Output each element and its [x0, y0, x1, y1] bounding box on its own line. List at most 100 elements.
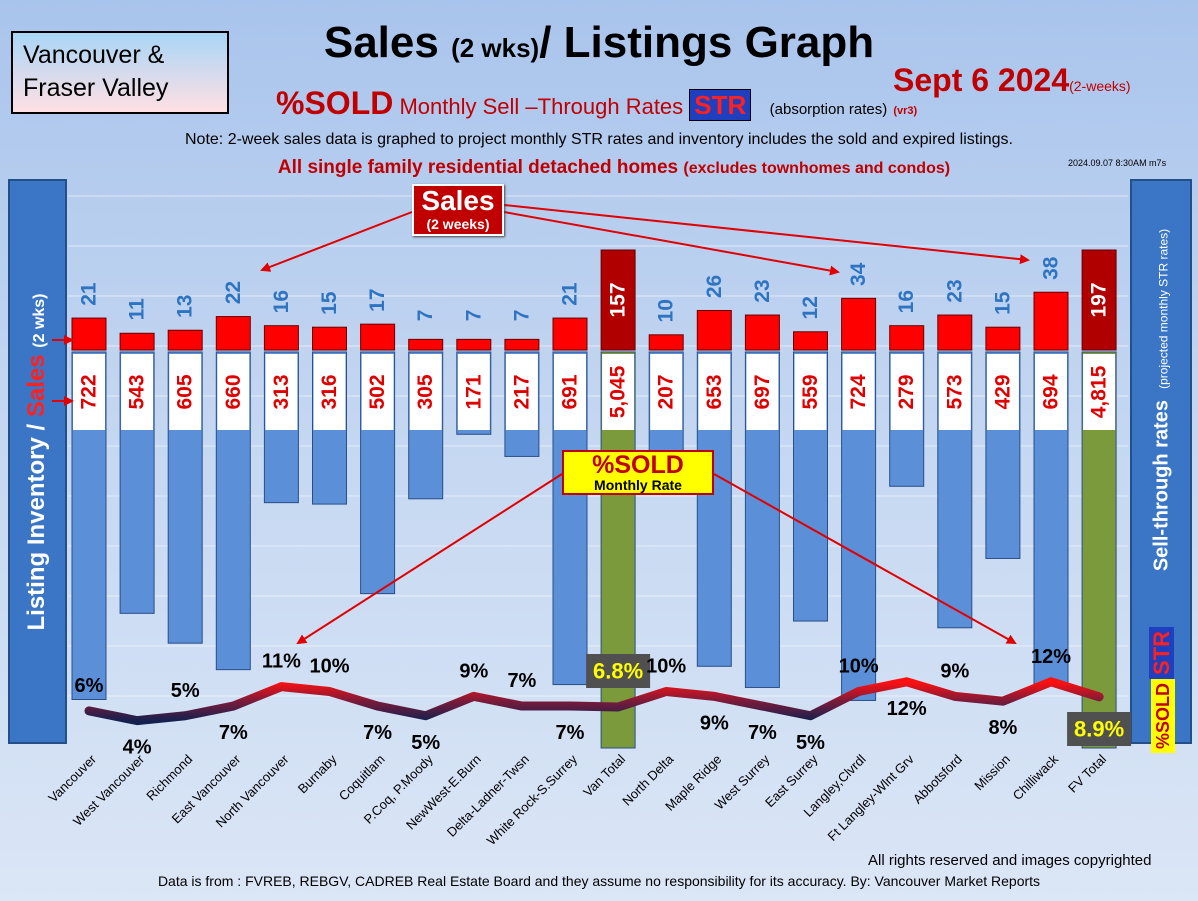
- sales-bars: [71, 249, 1117, 351]
- sales-label-white-rock-s-surrey: 21: [559, 282, 582, 306]
- str-label-newwest-e-burn: 9%: [459, 660, 488, 682]
- sales-bar-west-vancouver: [119, 332, 155, 351]
- sales-label-west-vancouver: 11: [126, 298, 149, 321]
- inventory-label-west-surrey: 697: [751, 374, 774, 409]
- sales-bar-delta-ladner-twsn: [504, 338, 540, 351]
- category-label-mission: Mission: [971, 752, 1013, 794]
- sales-label-maple-ridge: 26: [703, 275, 726, 298]
- inventory-label-bg-north-vancouver: [265, 354, 298, 430]
- sales-bar-langley-clvrdl: [841, 297, 877, 351]
- sales-bar-east-vancouver: [215, 316, 251, 351]
- str-total-label-bg-van-total: [586, 654, 651, 688]
- str-label-east-surrey: 5%: [796, 732, 825, 754]
- inventory-label-west-vancouver: 543: [126, 374, 149, 409]
- sales-bar-p-coq-p-moody: [408, 338, 444, 351]
- sales-bar-van-total: [600, 249, 636, 351]
- str-series-line: [84, 677, 1104, 726]
- inventory-label-north-vancouver: 313: [270, 374, 293, 409]
- str-label-langley-clvrdl: 10%: [839, 656, 879, 678]
- left-axis-panel: [8, 179, 67, 744]
- sales-bar-coquitlam: [360, 323, 396, 351]
- pct-callout-title: %SOLD: [592, 451, 684, 479]
- pct-callout-sub: Monthly Rate: [594, 477, 682, 493]
- inventory-label-bg-fv-total: [1083, 354, 1116, 430]
- str-total-label-bg-fv-total: [1067, 712, 1132, 746]
- sales-bar-north-vancouver: [263, 325, 299, 351]
- pct-arrow-right: [713, 473, 1017, 644]
- sales-bar-newwest-e-burn: [456, 338, 492, 351]
- sales-label-coquitlam: 17: [366, 288, 389, 311]
- region-line-2: Fraser Valley: [23, 74, 169, 102]
- subtitle-str-badge: STR: [689, 89, 752, 121]
- str-labels: 6%4%5%7%11% 10%7% 5%9% 7%7%6.8% 10%9% 7% 5%10%…: [75, 646, 1132, 759]
- inventory-label-vancouver: 722: [78, 374, 101, 409]
- category-label-burnaby: Burnaby: [295, 751, 340, 796]
- inventory-label-east-vancouver: 660: [222, 374, 245, 409]
- sales-bar-abbotsford: [937, 314, 973, 351]
- sales-bar-mission: [985, 326, 1021, 351]
- inventory-label-abbotsford: 573: [943, 374, 966, 409]
- inventory-label-newwest-e-burn: 171: [462, 374, 485, 409]
- str-label-richmond: 5%: [171, 680, 200, 702]
- str-label-east-vancouver: 7%: [219, 722, 248, 744]
- str-label-fv-total: 8.9%: [1074, 717, 1124, 742]
- inventory-label-coquitlam: 502: [366, 374, 389, 409]
- title-main: Sales: [323, 18, 439, 67]
- str-label-p-coq-p-moody: 5%: [411, 732, 440, 754]
- sales-callout-title: Sales: [421, 185, 495, 216]
- sales-label-fv-total: 197: [1088, 282, 1111, 317]
- str-label-west-vancouver: 4%: [123, 737, 152, 759]
- inventory-label-bg-mission: [986, 354, 1019, 430]
- sales-bar-burnaby: [312, 326, 347, 351]
- inventory-label-langley-clvrdl: 724: [847, 374, 870, 409]
- sales-label-p-coq-p-moody: 7: [414, 310, 437, 322]
- sales-label-chilliwack: 38: [1040, 256, 1063, 280]
- inventory-label-p-coq-p-moody: 305: [414, 374, 437, 409]
- str-label-coquitlam: 7%: [363, 722, 392, 744]
- str-label-delta-ladner-twsn: 7%: [507, 670, 536, 692]
- str-label-burnaby: 10%: [309, 656, 349, 678]
- title-paren: (2 wks): [451, 33, 540, 63]
- timestamp: 2024.09.07 8:30AM m7s: [1068, 158, 1167, 168]
- inventory-label-white-rock-s-surrey: 691: [559, 374, 582, 409]
- scope-main: All single family residential detached h…: [277, 157, 679, 178]
- str-label-north-vancouver: 11%: [262, 651, 301, 673]
- inventory-label-bg-east-vancouver: [217, 354, 250, 430]
- str-label-chilliwack: 12%: [1031, 646, 1071, 668]
- sales-label-van-total: 157: [607, 282, 630, 317]
- category-label-ft-langley-wlnt-grv: Ft Langley-Wlnt Grv: [824, 751, 917, 844]
- str-label-ft-langley-wlnt-grv: 12%: [887, 698, 927, 720]
- sales-label-ft-langley-wlnt-grv: 16: [895, 290, 918, 313]
- region-box: Vancouver & Fraser Valley: [11, 31, 229, 114]
- inventory-label-bg-west-surrey: [746, 354, 779, 430]
- str-label-white-rock-s-surrey: 7%: [556, 722, 585, 744]
- str-label-van-total: 6.8%: [593, 659, 643, 684]
- subtitle-version: (vr3): [893, 105, 918, 117]
- category-label-fv-total: FV Total: [1065, 751, 1109, 795]
- category-label-delta-ladner-twsn: Delta-Ladner-Twsn: [444, 752, 532, 840]
- inventory-label-bg-vancouver: [73, 354, 105, 430]
- sales-arrow-right: [503, 204, 1030, 265]
- sales-arrow-mid: [503, 211, 840, 276]
- chart-note: Note: 2-week sales data is graphed to pr…: [185, 131, 1013, 148]
- sales-label-delta-ladner-twsn: 7: [510, 310, 533, 322]
- str-label-vancouver: 6%: [75, 675, 104, 697]
- inventory-label-bg-abbotsford: [938, 354, 971, 430]
- inventory-label-chilliwack: 694: [1040, 374, 1063, 409]
- inventory-label-north-delta: 207: [655, 374, 678, 409]
- sales-label-mission: 15: [991, 291, 1014, 315]
- sales-label-west-surrey: 23: [751, 279, 774, 302]
- inventory-label-maple-ridge: 653: [703, 374, 726, 409]
- inventory-label-bg-p-coq-p-moody: [409, 354, 442, 430]
- region-line-1: Vancouver &: [23, 41, 165, 69]
- inventory-label-richmond: 605: [174, 374, 197, 409]
- str-label-abbotsford: 9%: [940, 660, 969, 682]
- category-label-abbotsford: Abbotsford: [910, 752, 965, 807]
- sales-label-east-vancouver: 22: [222, 281, 245, 304]
- sales-arrow-left: [260, 211, 413, 272]
- inventory-label-bg-white-rock-s-surrey: [554, 354, 586, 430]
- str-label-maple-ridge: 9%: [700, 712, 729, 734]
- pct-callout: %SOLD Monthly Rate: [562, 450, 714, 495]
- date-text: Sept 6 2024: [893, 62, 1070, 98]
